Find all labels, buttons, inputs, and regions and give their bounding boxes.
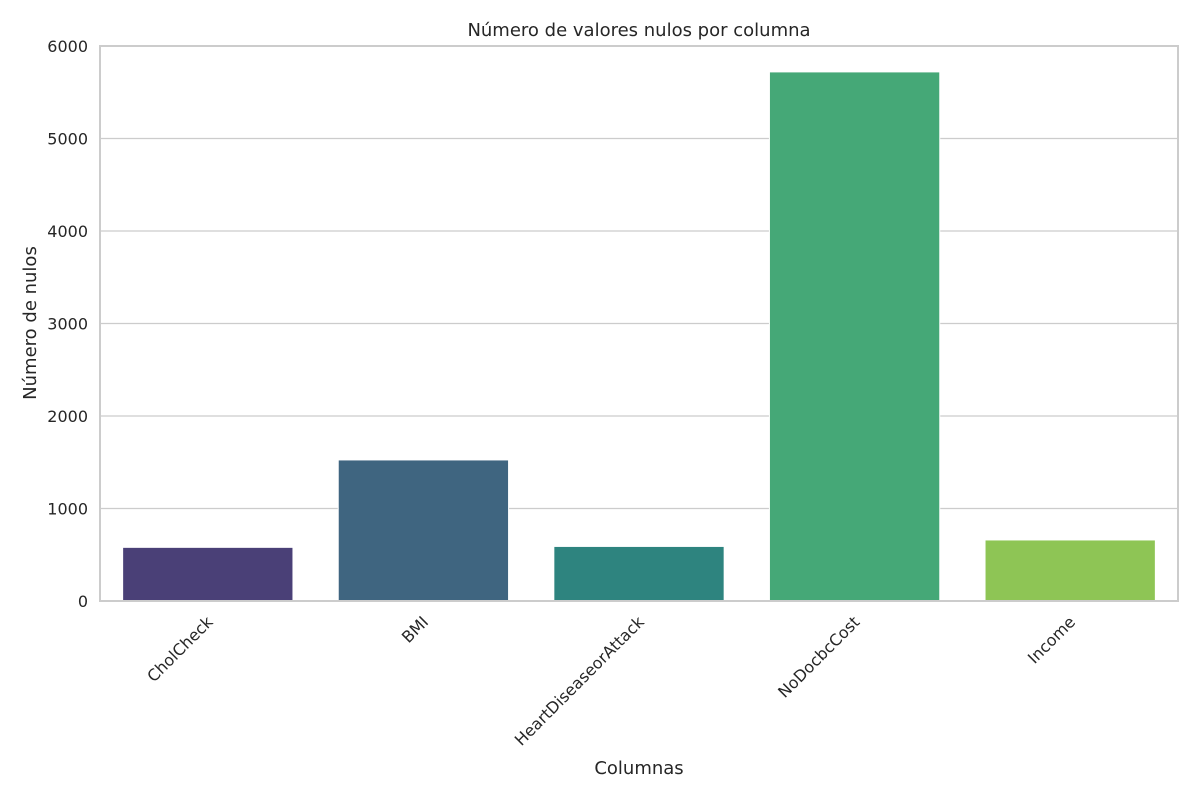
chart-title: Número de valores nulos por columna (467, 20, 810, 41)
y-tick-labels: 0 1000 2000 3000 4000 5000 6000 (47, 37, 88, 611)
bar-bmi (337, 459, 510, 602)
plot-frame (99, 45, 1179, 602)
y-tick-label: 3000 (47, 315, 88, 334)
x-tick-label: CholCheck (143, 612, 217, 686)
grid-lines (100, 45, 1178, 602)
x-tick-label: Income (1024, 612, 1079, 667)
x-tick-label: HeartDiseaseorAttack (511, 612, 649, 750)
y-tick-label: 0 (78, 592, 88, 611)
bar-income (984, 539, 1156, 602)
bar-nodocbccost (768, 71, 941, 602)
x-tick-label: BMI (398, 612, 432, 646)
bar-heartdiseaseorattack (553, 545, 725, 602)
x-axis-label: Columnas (594, 758, 683, 779)
y-tick-label: 4000 (47, 222, 88, 241)
y-tick-label: 5000 (47, 130, 88, 149)
y-tick-label: 6000 (47, 37, 88, 56)
y-axis-label: Número de nulos (20, 246, 41, 400)
x-tick-label: NoDocbcCost (774, 612, 863, 701)
y-tick-label: 2000 (47, 407, 88, 426)
bars (122, 71, 1156, 602)
y-tick-label: 1000 (47, 500, 88, 519)
x-tick-labels: CholCheck BMI HeartDiseaseorAttack NoDocbcC… (143, 612, 1079, 750)
bar-cholcheck (122, 546, 294, 602)
